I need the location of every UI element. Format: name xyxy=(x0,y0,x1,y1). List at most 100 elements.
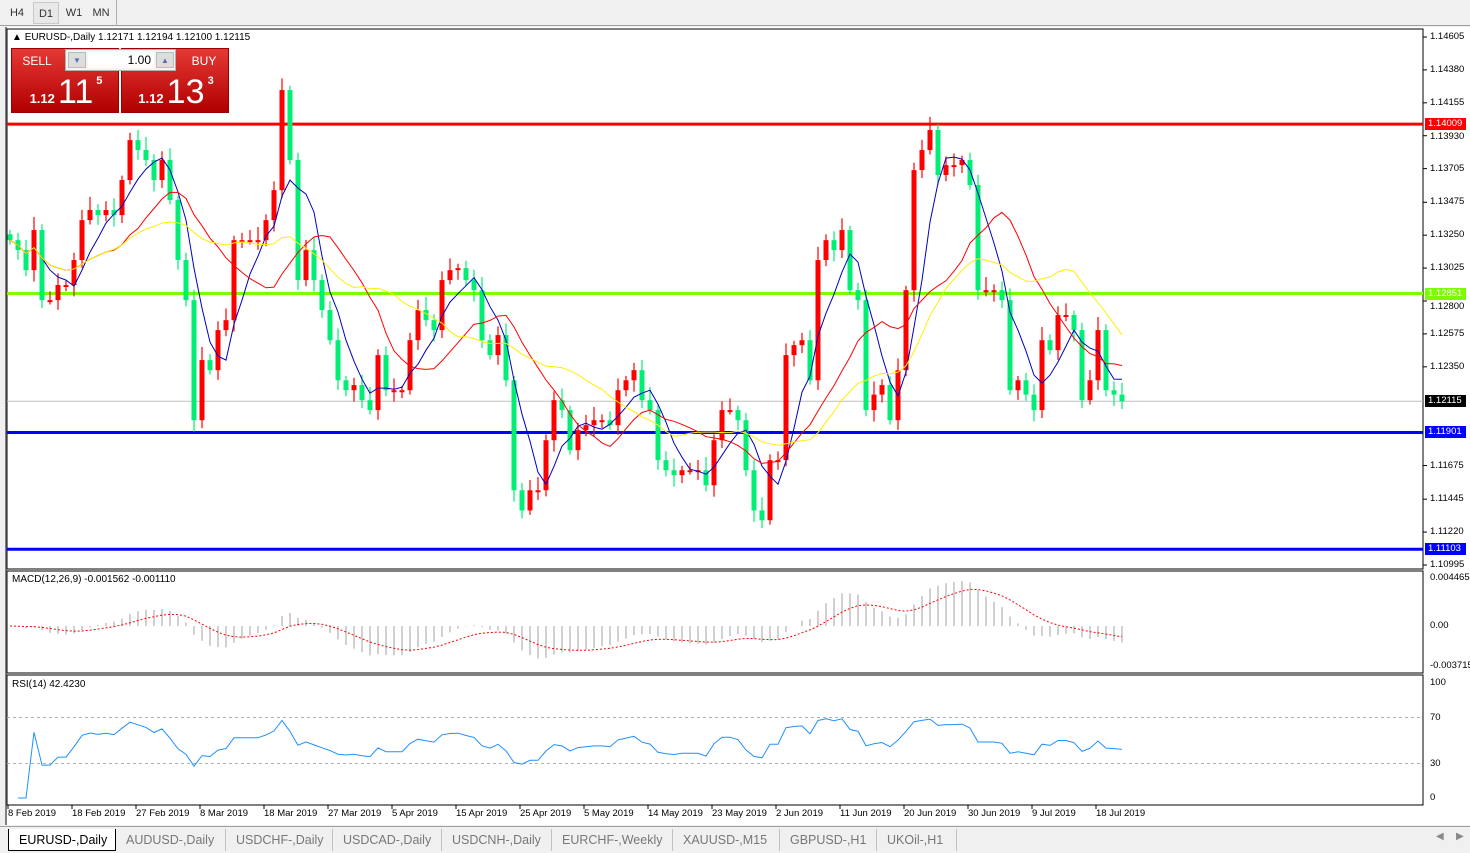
candle-body xyxy=(743,420,749,471)
candle-body xyxy=(47,300,53,303)
date-label: 11 Jun 2019 xyxy=(840,808,892,819)
candle-body xyxy=(543,440,549,491)
tab-usdchf-daily[interactable]: USDCHF-,Daily xyxy=(226,829,333,851)
date-label: 14 May 2019 xyxy=(648,808,703,819)
candle-body xyxy=(55,285,61,301)
tab-eurchf-weekly[interactable]: EURCHF-,Weekly xyxy=(552,829,673,851)
tab-xauusd-m15[interactable]: XAUUSD-,M15 xyxy=(673,829,780,851)
candle-body xyxy=(559,400,565,411)
price-tick-label: 1.13025 xyxy=(1430,262,1465,274)
macd-tick-label: 0.00 xyxy=(1430,620,1449,632)
price-tick-label: 1.13705 xyxy=(1430,162,1465,174)
candle-body xyxy=(719,410,725,441)
macd-title: MACD(12,26,9) -0.001562 -0.001110 xyxy=(12,574,176,585)
candle-body xyxy=(647,400,653,411)
date-label: 18 Feb 2019 xyxy=(72,808,126,819)
candle-body xyxy=(631,370,637,381)
tab-gbpusd-h1[interactable]: GBPUSD-,H1 xyxy=(780,829,877,851)
candle-body xyxy=(319,280,325,311)
date-label: 23 May 2019 xyxy=(712,808,767,819)
candle-body xyxy=(87,210,93,221)
candle-body xyxy=(687,470,693,473)
candle-body xyxy=(95,210,101,216)
candle-body xyxy=(287,90,293,161)
candle-body xyxy=(1015,380,1021,391)
candle-body xyxy=(127,140,133,181)
candle-body xyxy=(167,160,173,201)
candle-body xyxy=(199,360,205,421)
candle-body xyxy=(183,260,189,301)
timeframe-mn[interactable]: MN xyxy=(92,7,110,19)
candle-body xyxy=(383,355,389,391)
candle-body xyxy=(583,425,589,431)
scroll-right-icon[interactable]: ▶ xyxy=(1456,831,1464,842)
candle-body xyxy=(263,220,269,241)
price-tick-label: 1.11220 xyxy=(1430,526,1464,538)
candle-body xyxy=(311,250,317,281)
candle-body xyxy=(943,165,949,176)
buy-label: BUY xyxy=(191,54,217,68)
candle-body xyxy=(1111,390,1117,395)
tab-audusd-daily[interactable]: AUDUSD-,Daily xyxy=(116,829,226,851)
tab-ukoil-h1[interactable]: UKOil-,H1 xyxy=(877,829,957,851)
candle-body xyxy=(871,394,877,411)
moving-average-line xyxy=(9,221,1123,446)
candle-body xyxy=(967,160,973,186)
candle-body xyxy=(407,340,413,391)
lot-size-input[interactable]: 1.00 xyxy=(88,52,154,68)
date-label: 27 Mar 2019 xyxy=(328,808,382,819)
timeframe-d1[interactable]: D1 xyxy=(33,2,59,24)
chart-ohlc-text: EURUSD-,Daily 1.12171 1.12194 1.12100 1.… xyxy=(24,32,251,43)
lot-increase-button[interactable]: ▲ xyxy=(156,52,174,68)
candle-body xyxy=(855,290,861,301)
candle-body xyxy=(1103,330,1109,391)
candle-body xyxy=(327,310,333,341)
candle-body xyxy=(727,410,733,413)
candle-body xyxy=(751,470,757,511)
tab-usdcad-daily[interactable]: USDCAD-,Daily xyxy=(333,829,442,851)
candle-body xyxy=(863,300,869,411)
sell-button[interactable]: SELL 1.12 11 5 xyxy=(11,48,119,113)
candle-body xyxy=(1063,315,1069,318)
price-tick-label: 1.10995 xyxy=(1430,559,1465,570)
timeframe-h4[interactable]: H4 xyxy=(9,7,25,19)
date-label: 9 Jul 2019 xyxy=(1032,808,1076,819)
sell-label: SELL xyxy=(22,54,52,68)
candle-body xyxy=(935,130,941,176)
candle-body xyxy=(815,260,821,381)
level-price-tag: 1.12851 xyxy=(1425,287,1466,300)
candle-body xyxy=(607,420,613,426)
scroll-left-icon[interactable]: ◀ xyxy=(1436,831,1444,842)
candle-body xyxy=(1007,300,1013,391)
candle-body xyxy=(623,380,629,391)
date-label: 8 Feb 2019 xyxy=(8,808,57,819)
candle-body xyxy=(495,335,501,356)
candle-body xyxy=(231,240,237,321)
candle-body xyxy=(295,160,301,281)
rsi-tick-label: 70 xyxy=(1430,711,1441,723)
date-label: 5 Apr 2019 xyxy=(392,808,438,819)
timeframe-w1[interactable]: W1 xyxy=(65,7,83,19)
level-price-tag: 1.14009 xyxy=(1425,118,1466,131)
collapse-triangle-icon[interactable]: ▲ xyxy=(12,32,22,43)
tab-usdcnh-daily[interactable]: USDCNH-,Daily xyxy=(442,829,552,851)
candle-body xyxy=(991,290,997,293)
price-tick-label: 1.12800 xyxy=(1430,300,1465,312)
price-tick-label: 1.13930 xyxy=(1430,131,1465,143)
candle-body xyxy=(71,260,77,286)
macd-pane-frame xyxy=(6,570,1424,674)
candle-body xyxy=(359,385,365,401)
candle-body xyxy=(703,470,709,486)
price-tick-label: 1.11675 xyxy=(1430,459,1464,471)
candle-body xyxy=(671,470,677,476)
candle-body xyxy=(271,190,277,221)
candle-body xyxy=(351,385,357,391)
candle-body xyxy=(911,170,917,291)
candle-body xyxy=(279,90,285,191)
tab-eurusd-daily[interactable]: EURUSD-,Daily xyxy=(8,829,116,851)
lot-decrease-button[interactable]: ▼ xyxy=(68,52,86,68)
candle-body xyxy=(919,150,925,171)
candle-body xyxy=(447,270,453,281)
date-label: 30 Jun 2019 xyxy=(968,808,1021,819)
